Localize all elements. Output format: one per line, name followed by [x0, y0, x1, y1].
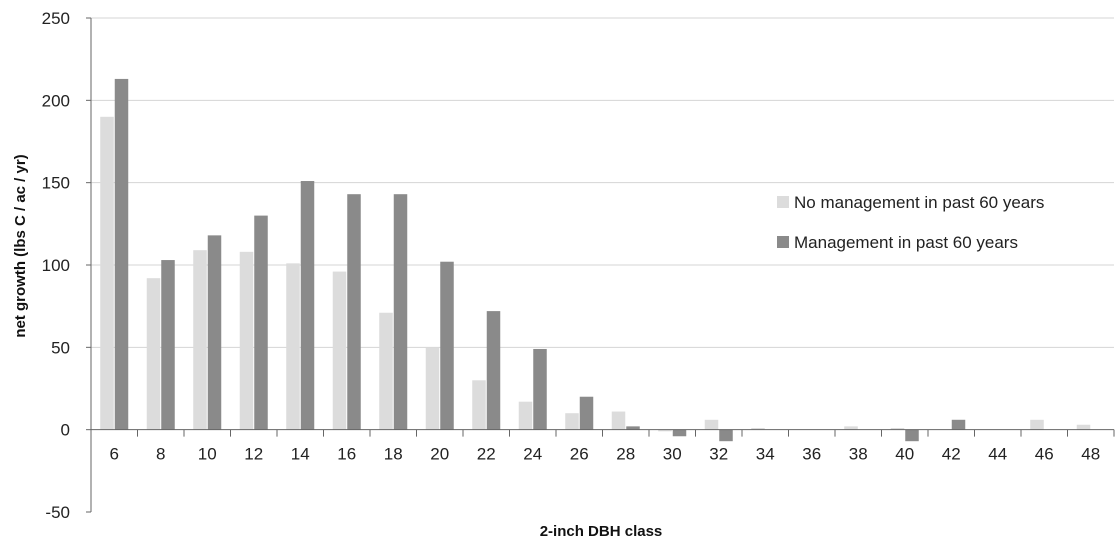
bar-no-management-38 [844, 426, 858, 430]
x-tick-label: 6 [110, 445, 119, 464]
x-tick-label: 38 [849, 445, 868, 464]
y-tick-label: 200 [42, 91, 70, 110]
bar-no-management-8 [146, 278, 161, 430]
bar-no-management-48 [1076, 424, 1091, 430]
bar-management-12 [254, 215, 268, 430]
y-tick-label: 150 [42, 174, 70, 193]
legend-swatch-no-management [777, 196, 789, 208]
bar-no-management-32 [704, 419, 719, 430]
bar-no-management-14 [286, 263, 300, 430]
bar-no-management-46 [1030, 419, 1044, 430]
bar-management-8 [161, 260, 175, 430]
bar-no-management-40 [890, 428, 905, 430]
x-tick-label: 10 [198, 445, 217, 464]
x-tick-label: 30 [663, 445, 682, 464]
bar-no-management-10 [193, 250, 207, 430]
x-tick-label: 44 [988, 445, 1007, 464]
x-tick-label: 12 [244, 445, 263, 464]
bar-management-32 [719, 429, 733, 442]
bar-management-40 [905, 429, 919, 442]
bar-no-management-18 [379, 312, 393, 430]
bar-management-28 [626, 426, 640, 430]
bar-management-30 [672, 429, 687, 437]
x-tick-label: 42 [942, 445, 961, 464]
bar-no-management-20 [425, 347, 440, 430]
bar-management-10 [207, 235, 222, 430]
bar-management-18 [393, 194, 408, 430]
bar-no-management-6 [100, 116, 114, 430]
x-tick-label: 18 [384, 445, 403, 464]
y-tick-labels: -50 0 50 100 150 200 250 [42, 9, 91, 522]
x-tick-label: 22 [477, 445, 496, 464]
x-tick-label: 32 [709, 445, 728, 464]
legend-label-no-management: No management in past 60 years [794, 193, 1044, 212]
bar-management-24 [533, 348, 547, 430]
y-tick-label: 100 [42, 256, 70, 275]
bar-management-16 [347, 194, 361, 430]
x-axis-title: 2-inch DBH class [540, 523, 663, 540]
bar-management-42 [951, 419, 966, 430]
x-tick-label: 8 [156, 445, 165, 464]
x-tick-label: 26 [570, 445, 589, 464]
y-tick-label: 50 [51, 338, 70, 357]
legend-label-management: Management in past 60 years [794, 233, 1018, 252]
bar-management-22 [486, 311, 501, 430]
x-tick-label: 36 [802, 445, 821, 464]
bar-no-management-22 [472, 380, 486, 430]
bar-management-6 [114, 78, 129, 430]
bar-no-management-30 [658, 429, 672, 432]
y-tick-label: 250 [42, 9, 70, 28]
legend: No management in past 60 years Managemen… [777, 193, 1044, 252]
y-tick-label: -50 [45, 503, 70, 522]
x-tick-label: 14 [291, 445, 310, 464]
bar-management-14 [300, 181, 315, 430]
x-tick-label: 40 [895, 445, 914, 464]
bar-no-management-28 [611, 411, 626, 430]
y-tick-label: 0 [61, 421, 70, 440]
y-axis-title: net growth (lbs C / ac / yr) [12, 154, 29, 337]
x-tick-label: 28 [616, 445, 635, 464]
x-tick-label: 16 [337, 445, 356, 464]
x-tick-label: 20 [430, 445, 449, 464]
x-tick-label: 34 [756, 445, 775, 464]
bars [100, 78, 1091, 442]
bar-no-management-24 [518, 401, 533, 430]
x-tick-label: 46 [1035, 445, 1054, 464]
legend-swatch-management [777, 236, 789, 248]
bar-no-management-12 [239, 251, 254, 430]
x-tick-label: 24 [523, 445, 542, 464]
x-tick-label: 48 [1081, 445, 1100, 464]
bar-management-26 [579, 396, 594, 430]
bar-management-20 [440, 261, 454, 430]
bar-no-management-26 [565, 413, 579, 430]
bar-no-management-16 [332, 271, 347, 430]
x-tick-labels: 6 8 10 12 14 16 18 20 22 24 26 28 30 32 34 36 38 40 42 44 46… [90, 429, 1115, 464]
bar-no-management-34 [751, 428, 765, 430]
